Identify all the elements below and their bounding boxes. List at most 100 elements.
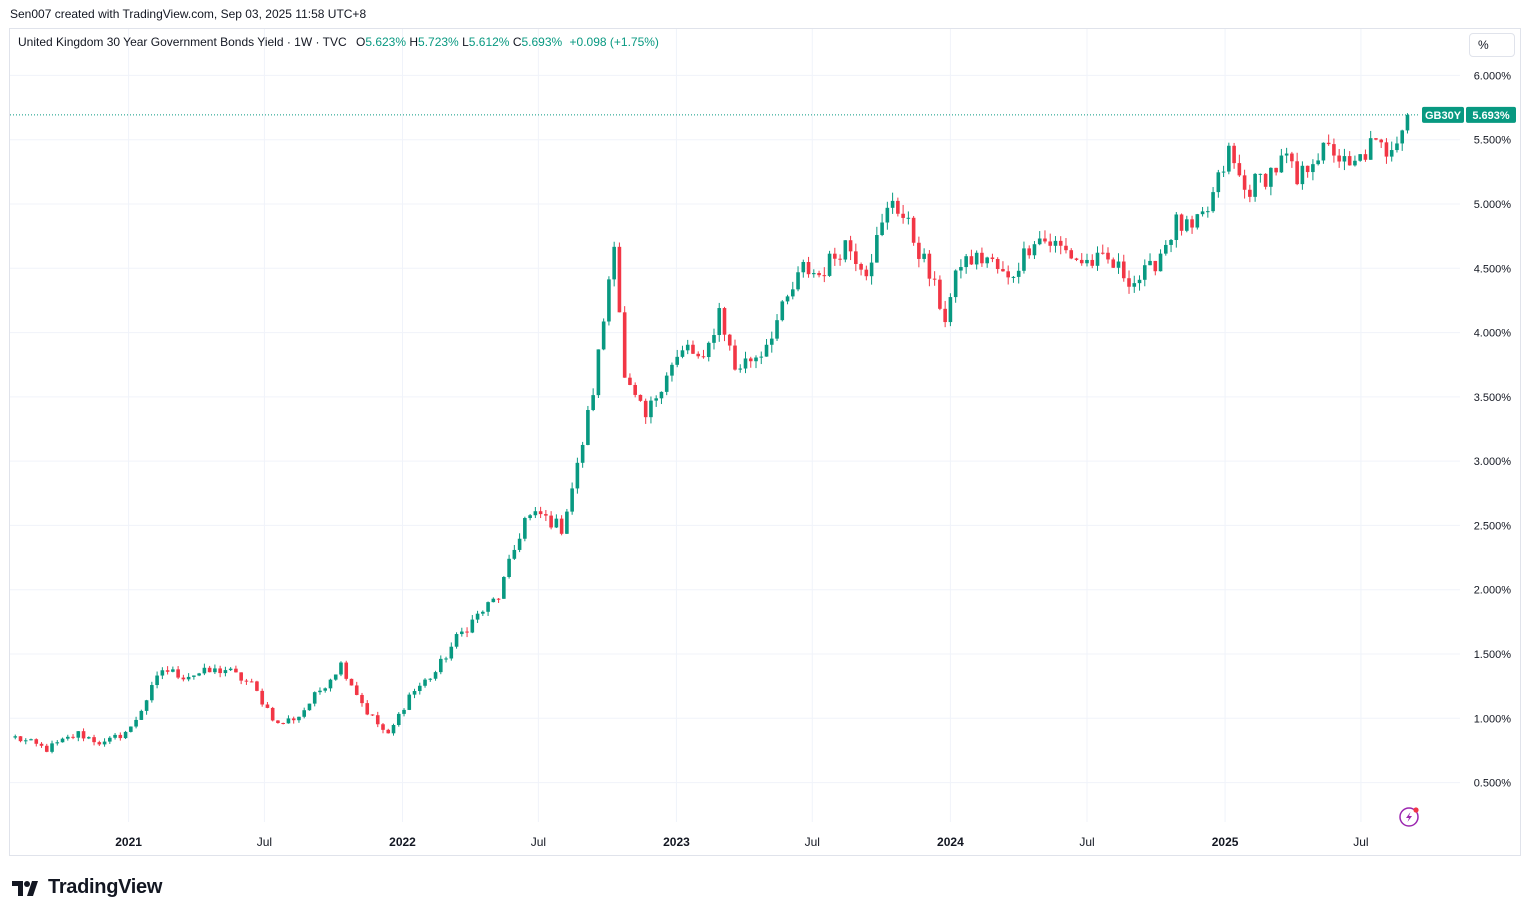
candle-body xyxy=(801,262,806,273)
candle-body xyxy=(790,289,795,297)
candle-body xyxy=(407,694,412,710)
y-tick-label: 3.000% xyxy=(1474,456,1512,468)
brand-name: TradingView xyxy=(48,876,163,898)
candle-body xyxy=(833,253,837,259)
brand-footer[interactable]: TradingView xyxy=(12,876,162,899)
x-tick-label: 2022 xyxy=(389,835,416,849)
candle-body xyxy=(1211,192,1215,212)
candle-body xyxy=(938,279,942,309)
candle-body xyxy=(733,345,737,370)
candle-body xyxy=(1305,165,1310,173)
candle-body xyxy=(838,258,842,260)
candle-body xyxy=(1405,114,1410,131)
candle-body xyxy=(901,213,905,218)
tradingview-logo-icon xyxy=(12,880,38,896)
candle-body xyxy=(144,700,149,711)
candle-body xyxy=(286,718,291,724)
last-price-badge xyxy=(1466,106,1516,123)
candle-body xyxy=(1332,144,1336,156)
candle-body xyxy=(291,718,296,721)
candle-body xyxy=(460,631,464,635)
candle-body xyxy=(1263,173,1268,187)
y-tick-label: 0.500% xyxy=(1474,778,1512,790)
candle-body xyxy=(565,511,569,534)
price-axis[interactable]: 0.500% 1.000% 1.500% 2.000% 2.500% 3.000% 3.50… xyxy=(1474,70,1512,789)
candle-body xyxy=(1153,260,1158,272)
candle-body xyxy=(328,679,333,689)
candle-body xyxy=(333,674,338,680)
x-tick-label: Jul xyxy=(805,835,820,849)
candle-body xyxy=(417,685,422,692)
candle-body xyxy=(1326,142,1331,145)
candle-body xyxy=(1358,154,1362,161)
candle-body xyxy=(1274,167,1278,173)
candle-body xyxy=(859,264,863,270)
candle-body xyxy=(533,511,538,516)
candle-body xyxy=(596,349,601,396)
candle-body xyxy=(943,308,947,323)
x-tick-label: 2024 xyxy=(937,835,964,849)
candle-body xyxy=(1353,160,1357,166)
candle-body xyxy=(454,634,459,647)
candle-body xyxy=(822,275,827,277)
candle-body xyxy=(81,731,86,739)
x-tick-label: Jul xyxy=(257,835,272,849)
candle-body xyxy=(339,662,343,675)
candle-body xyxy=(649,400,653,418)
candle-body xyxy=(39,743,44,746)
x-tick-label: Jul xyxy=(1353,835,1368,849)
candle-body xyxy=(759,356,764,358)
candle-body xyxy=(381,724,385,730)
candle-body xyxy=(1216,172,1221,193)
candle-body xyxy=(223,670,228,674)
candle-body xyxy=(1121,261,1126,279)
y-tick-label: 2.000% xyxy=(1474,585,1512,597)
candle-body xyxy=(1037,238,1042,245)
candle-body xyxy=(207,667,212,673)
candle-body xyxy=(396,713,401,725)
candle-body xyxy=(507,558,511,578)
candle-body xyxy=(1300,165,1305,185)
candle-body xyxy=(995,258,1000,270)
x-tick-label: 2021 xyxy=(115,835,142,849)
candle-body xyxy=(628,377,632,385)
candle-body xyxy=(1064,245,1068,251)
low-value: 5.612% xyxy=(468,35,510,49)
candle-body xyxy=(1368,138,1373,160)
candle-body xyxy=(1106,252,1110,260)
candle-body xyxy=(139,710,144,720)
candle-body xyxy=(580,444,585,463)
candle-body xyxy=(959,267,963,271)
candle-body xyxy=(186,676,191,680)
candle-body xyxy=(1069,250,1074,259)
candle-body xyxy=(44,745,49,752)
candle-body xyxy=(150,685,154,701)
candle-body xyxy=(875,235,879,263)
candle-body xyxy=(87,737,91,739)
candle-body xyxy=(1142,265,1147,280)
candle-body xyxy=(985,257,989,264)
candle-body xyxy=(570,488,574,512)
candle-body xyxy=(696,353,701,357)
candle-body xyxy=(1001,269,1005,272)
candle-body xyxy=(486,602,490,612)
time-axis[interactable]: 2021 Jul 2022 Jul 2023 Jul 2024 Jul 2025 Jul xyxy=(115,835,1368,849)
lightning-bolt-icon[interactable] xyxy=(1399,807,1419,827)
symbol-badge xyxy=(1422,106,1464,123)
candle-body xyxy=(1258,173,1263,175)
percent-scale-button[interactable]: % xyxy=(1469,33,1515,57)
candle-body xyxy=(228,668,233,671)
candle-body xyxy=(1269,167,1273,187)
x-tick-label: Jul xyxy=(1079,835,1094,849)
y-tick-label: 4.500% xyxy=(1474,263,1512,275)
candle-body xyxy=(165,670,170,672)
candle-body xyxy=(1400,130,1405,144)
candle-body xyxy=(118,734,123,739)
candle-body xyxy=(1174,214,1179,240)
candle-body xyxy=(255,681,259,691)
candle-body xyxy=(176,669,180,678)
y-tick-label: 5.500% xyxy=(1474,135,1512,147)
y-tick-label: 3.500% xyxy=(1474,392,1512,404)
candle-body xyxy=(502,577,506,599)
